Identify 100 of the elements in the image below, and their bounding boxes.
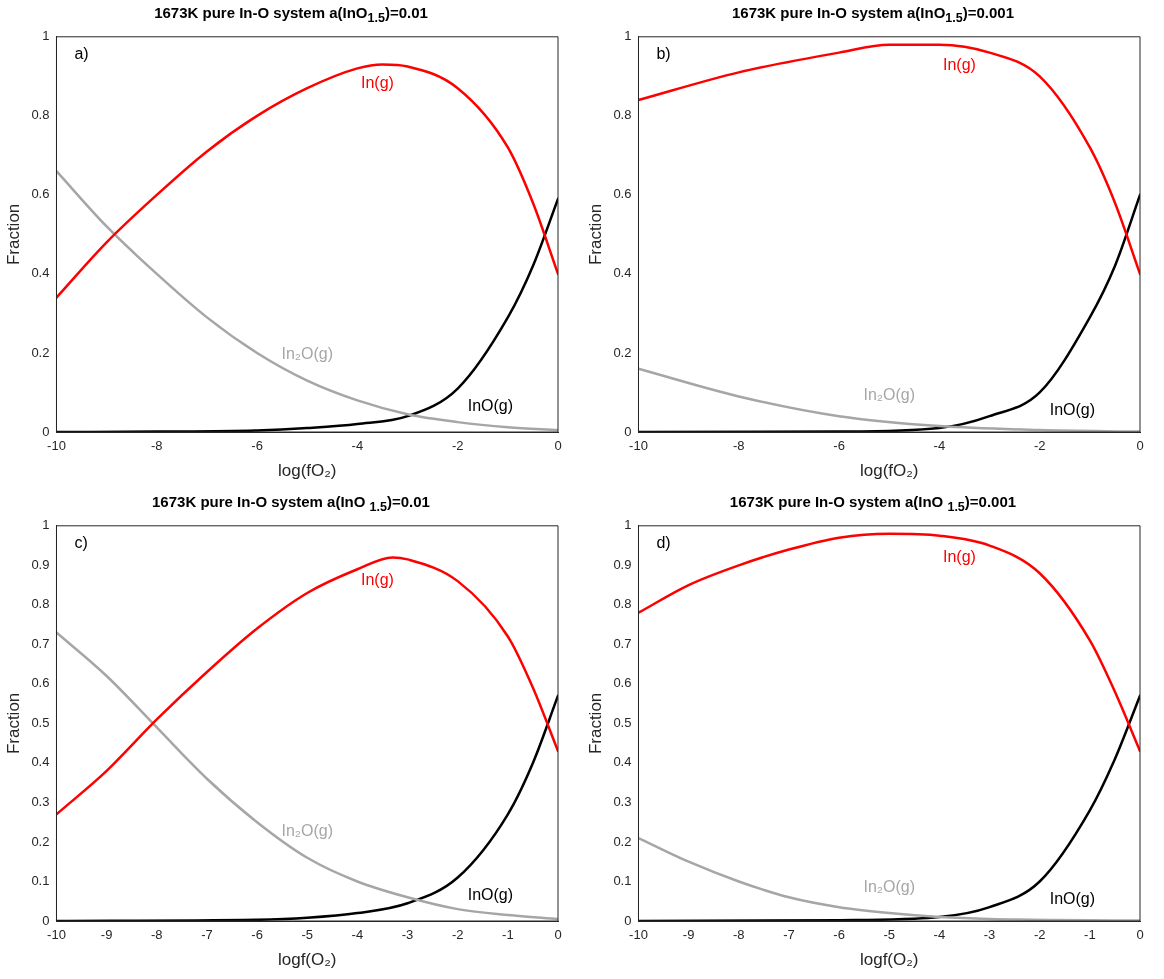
chart-title: 1673K pure In-O system a(InO $_{1.5}$)=0.01 — [151, 492, 431, 515]
x-tick-label: -1 — [1084, 927, 1096, 943]
x-tick-label: -7 — [783, 927, 795, 943]
x-tick-label: -10 — [47, 438, 66, 454]
line-series — [638, 532, 1140, 753]
y-tick-label: 0.8 — [31, 107, 50, 123]
y-tick-label: 0.7 — [31, 635, 50, 651]
x-tick-label: -2 — [451, 927, 464, 943]
y-axis-title: Fraction — [585, 203, 605, 266]
y-tick-label: 1 — [624, 28, 632, 44]
series-label: In(g) — [361, 570, 394, 588]
x-tick-label: -6 — [833, 927, 845, 943]
y-tick-label: 0 — [42, 912, 50, 928]
x-tick-label: -6 — [833, 438, 845, 454]
series-label: InO(g) — [1049, 400, 1096, 418]
annotation: d) — [656, 534, 671, 552]
line-series — [56, 63, 558, 299]
line-series — [638, 43, 1140, 276]
x-axis-title: logf(O₂) — [859, 950, 919, 970]
y-tick-label: 0.5 — [613, 714, 632, 730]
x-tick-label: -9 — [682, 927, 695, 943]
x-tick-label: -4 — [351, 438, 364, 454]
x-tick-label: -7 — [201, 927, 213, 943]
chart-title: 1673K pure In-O system a(InO$_{1.5}$)=0.001 — [730, 3, 1016, 26]
y-tick-label: 0 — [624, 912, 632, 928]
x-tick-label: -8 — [733, 927, 745, 943]
chart-title: 1673K pure In-O system a(InO$_{1.5}$)=0.01 — [153, 3, 429, 26]
x-tick-label: -5 — [883, 927, 896, 943]
x-tick-label: -5 — [301, 927, 314, 943]
x-axis-title: log(fO₂) — [277, 461, 337, 481]
annotation: b) — [656, 45, 671, 63]
series-label: InO(g) — [467, 885, 514, 903]
x-tick-label: 0 — [554, 927, 562, 943]
x-tick-label: 0 — [1136, 438, 1144, 454]
y-tick-label: 0 — [42, 423, 50, 439]
y-tick-label: 0.3 — [31, 794, 50, 810]
y-tick-label: 0.8 — [31, 596, 50, 612]
y-tick-label: 0.4 — [613, 754, 632, 770]
x-tick-label: -9 — [100, 927, 113, 943]
series-label: In(g) — [361, 73, 394, 91]
y-tick-label: 0.4 — [613, 265, 632, 281]
x-tick-label: 0 — [554, 438, 562, 454]
x-tick-label: -10 — [629, 438, 648, 454]
y-tick-label: 1 — [624, 517, 632, 533]
y-tick-label: 0.8 — [613, 596, 632, 612]
x-tick-label: -10 — [47, 927, 66, 943]
y-tick-label: 0.1 — [31, 873, 50, 889]
series-label: In₂O(g) — [281, 345, 334, 363]
series-label: In₂O(g) — [863, 877, 916, 895]
annotation: a) — [74, 45, 89, 63]
x-tick-label: -8 — [151, 438, 163, 454]
y-tick-label: 0.2 — [31, 833, 50, 849]
x-tick-label: 0 — [1136, 927, 1144, 943]
x-tick-label: -3 — [983, 927, 996, 943]
series-label: In₂O(g) — [281, 822, 334, 840]
x-tick-label: -4 — [351, 927, 364, 943]
y-tick-label: 0.9 — [31, 556, 50, 572]
y-tick-label: 0.2 — [31, 344, 50, 360]
y-tick-label: 0.4 — [31, 754, 50, 770]
series-label: In(g) — [943, 56, 976, 74]
x-tick-label: -8 — [151, 927, 163, 943]
x-tick-label: -4 — [933, 927, 946, 943]
x-tick-label: -2 — [1033, 438, 1046, 454]
y-axis-title: Fraction — [3, 692, 23, 755]
y-tick-label: 0.7 — [613, 635, 632, 651]
y-tick-label: 0.2 — [613, 833, 632, 849]
y-tick-label: 0.6 — [31, 186, 50, 202]
y-tick-label: 0.6 — [613, 675, 632, 691]
y-tick-label: 1 — [42, 517, 50, 533]
series-label: In₂O(g) — [863, 385, 916, 403]
x-tick-label: -2 — [1033, 927, 1046, 943]
x-tick-label: -4 — [933, 438, 946, 454]
x-axis-title: log(fO₂) — [859, 461, 919, 481]
line-series — [56, 556, 558, 816]
y-tick-label: 0.9 — [613, 556, 632, 572]
series-label: InO(g) — [1049, 889, 1096, 907]
series-label: In(g) — [943, 548, 976, 566]
x-tick-label: -1 — [502, 927, 514, 943]
y-tick-label: 0 — [624, 423, 632, 439]
y-tick-label: 0.8 — [613, 107, 632, 123]
x-tick-label: -2 — [451, 438, 464, 454]
x-axis-title: logf(O₂) — [277, 950, 337, 970]
y-tick-label: 0.1 — [613, 873, 632, 889]
y-tick-label: 1 — [42, 28, 50, 44]
y-axis-title: Fraction — [3, 203, 23, 266]
y-tick-label: 0.4 — [31, 265, 50, 281]
y-tick-label: 0.5 — [31, 714, 50, 730]
x-tick-label: -6 — [251, 927, 263, 943]
x-tick-label: -10 — [629, 927, 648, 943]
annotation: c) — [74, 534, 88, 552]
y-tick-label: 0.3 — [613, 794, 632, 810]
chart-title: 1673K pure In-O system a(InO $_{1.5}$)=0.001 — [728, 492, 1018, 515]
x-tick-label: -8 — [733, 438, 745, 454]
x-tick-label: -3 — [401, 927, 414, 943]
y-tick-label: 0.2 — [613, 344, 632, 360]
x-tick-label: -6 — [251, 438, 263, 454]
y-tick-label: 0.6 — [31, 675, 50, 691]
series-label: InO(g) — [467, 396, 514, 414]
y-tick-label: 0.6 — [613, 186, 632, 202]
y-axis-title: Fraction — [585, 692, 605, 755]
